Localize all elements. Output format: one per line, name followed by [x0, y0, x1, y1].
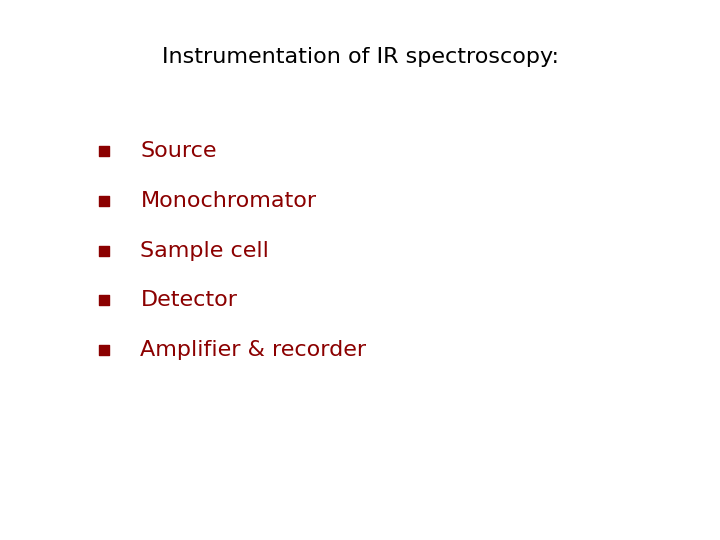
Text: Instrumentation of IR spectroscopy:: Instrumentation of IR spectroscopy: — [161, 46, 559, 67]
Text: Detector: Detector — [140, 290, 238, 310]
Text: Monochromator: Monochromator — [140, 191, 317, 211]
Text: Sample cell: Sample cell — [140, 240, 269, 261]
Text: Amplifier & recorder: Amplifier & recorder — [140, 340, 366, 360]
Text: Source: Source — [140, 141, 217, 161]
